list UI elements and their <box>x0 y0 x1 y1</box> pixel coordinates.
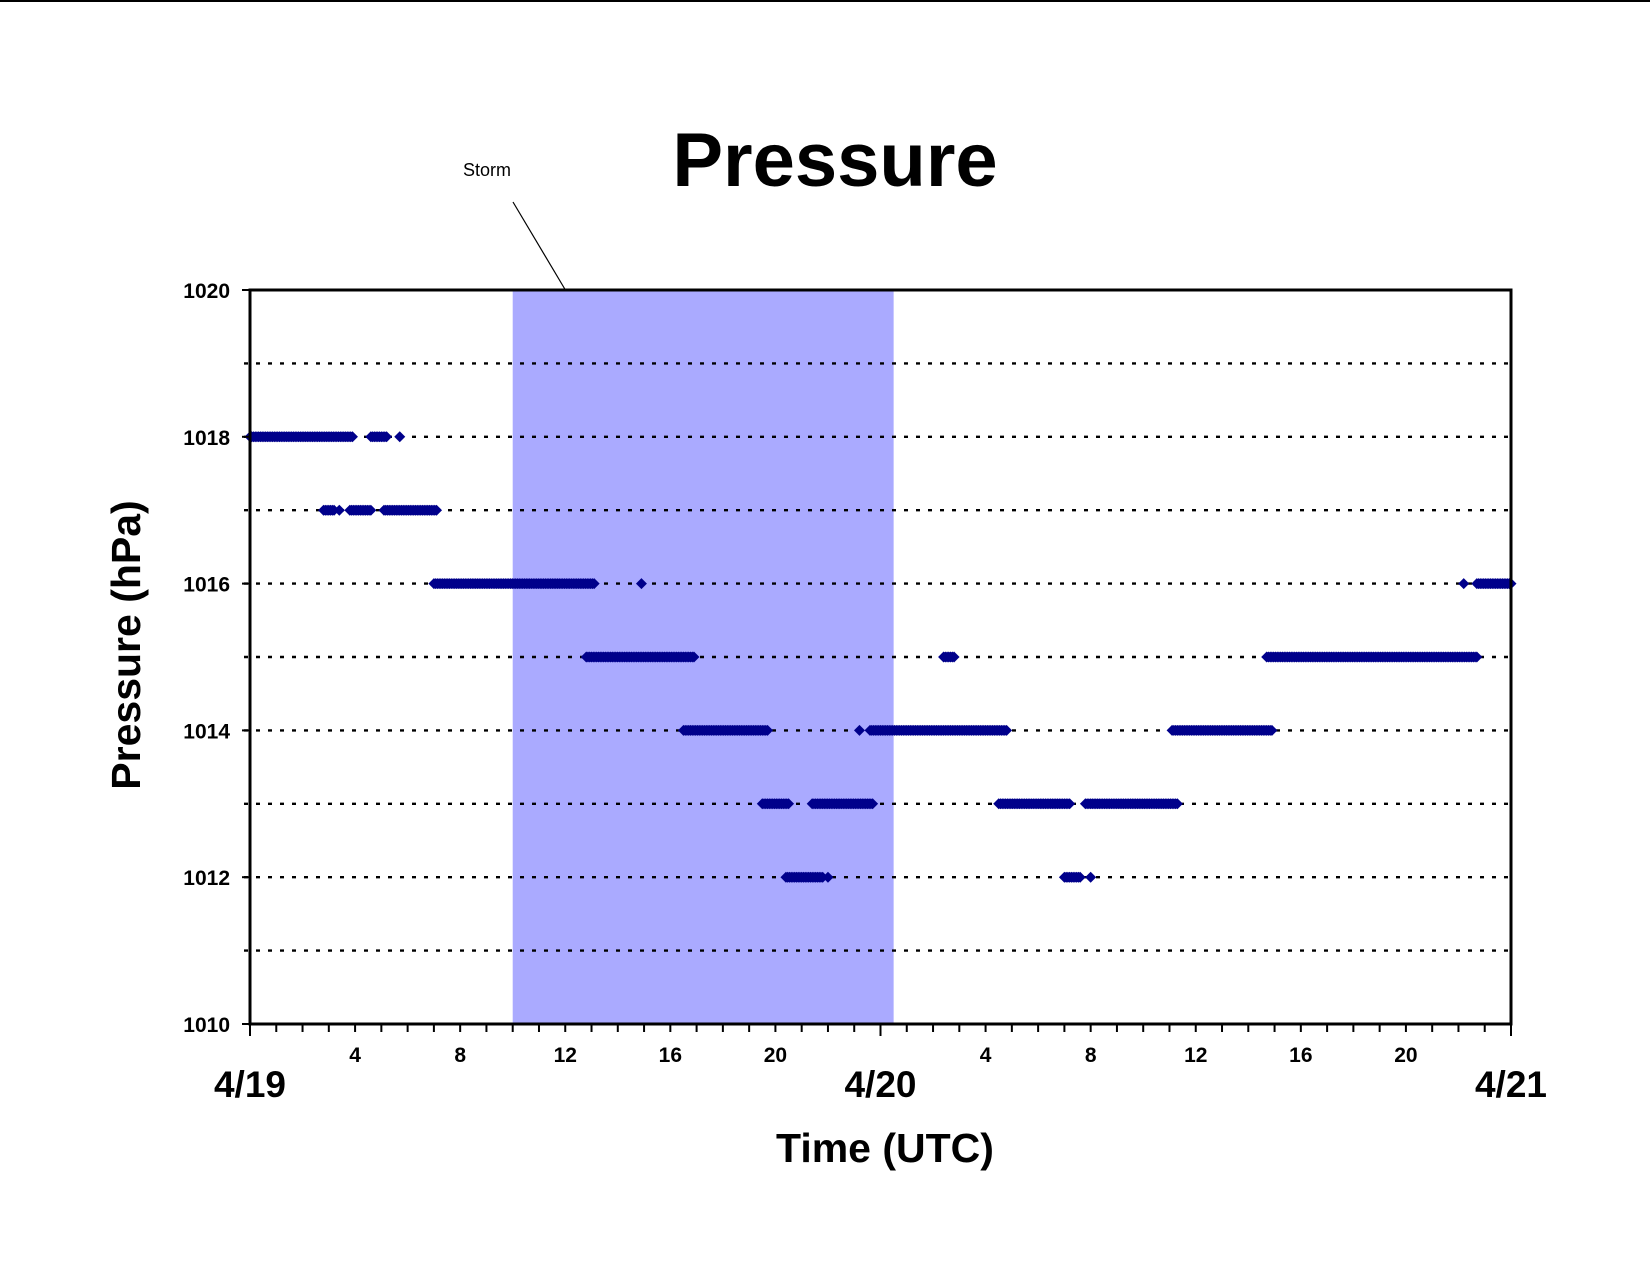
data-point <box>1001 724 1013 736</box>
data-segment <box>780 871 829 883</box>
data-point <box>688 651 700 663</box>
data-segment <box>1085 871 1097 883</box>
y-axis-label: Pressure (hPa) <box>103 500 149 789</box>
data-segment <box>1261 651 1483 663</box>
data-point <box>381 431 393 443</box>
data-segment <box>853 724 865 736</box>
data-segment <box>864 724 1013 736</box>
x-date-label: 4/19 <box>214 1064 286 1105</box>
data-point <box>1074 871 1086 883</box>
data-segment <box>993 798 1076 810</box>
x-tick-label: 20 <box>764 1044 787 1067</box>
data-segment <box>756 798 795 810</box>
data-segment <box>1079 798 1183 810</box>
y-tick-label: 1016 <box>183 574 230 597</box>
data-point <box>948 651 960 663</box>
data-point <box>1471 651 1483 663</box>
data-segment <box>1058 871 1086 883</box>
data-point <box>1266 724 1278 736</box>
x-date-label: 4/20 <box>844 1064 916 1105</box>
x-tick-label: 20 <box>1394 1044 1417 1067</box>
y-tick-label: 1010 <box>183 1014 230 1037</box>
data-point <box>783 798 795 810</box>
data-point <box>1458 578 1470 590</box>
x-tick-label: 8 <box>454 1044 466 1067</box>
data-segment <box>580 651 700 663</box>
data-point <box>822 871 834 883</box>
x-date-label: 4/21 <box>1475 1064 1547 1105</box>
data-segment <box>677 724 774 736</box>
data-point <box>1171 798 1183 810</box>
y-tick-label: 1020 <box>183 280 230 303</box>
data-segment <box>344 504 377 516</box>
data-segment <box>1458 578 1470 590</box>
data-segment <box>1166 724 1278 736</box>
data-segment <box>822 871 834 883</box>
data-point <box>867 798 879 810</box>
y-tick-label: 1012 <box>183 867 230 890</box>
x-tick-label: 12 <box>1184 1044 1207 1067</box>
data-point <box>762 724 774 736</box>
data-point <box>365 504 377 516</box>
x-axis-ticks: 4 8 12 16 20 4 8 12 16 20 4/19 4/20 4/21 <box>214 1024 1547 1105</box>
x-tick-label: 4 <box>349 1044 361 1067</box>
x-tick-label: 12 <box>554 1044 577 1067</box>
x-tick-label: 16 <box>1289 1044 1312 1067</box>
y-tick-label: 1018 <box>183 427 230 450</box>
data-point <box>635 578 647 590</box>
data-segment <box>635 578 647 590</box>
pressure-series <box>244 431 1517 883</box>
data-point <box>394 431 406 443</box>
x-tick-label: 8 <box>1085 1044 1097 1067</box>
x-tick-label: 16 <box>659 1044 682 1067</box>
data-point <box>588 578 600 590</box>
data-segment <box>394 431 406 443</box>
y-tick-label: 1014 <box>183 720 230 743</box>
data-segment <box>365 431 393 443</box>
data-segment <box>806 798 879 810</box>
data-segment <box>938 651 960 663</box>
data-segment <box>244 431 358 443</box>
x-axis-label: Time (UTC) <box>776 1125 994 1171</box>
data-point <box>853 724 865 736</box>
top-border-line <box>0 0 1650 2</box>
x-tick-label: 4 <box>980 1044 992 1067</box>
data-point <box>346 431 358 443</box>
storm-annotation-label: Storm <box>463 160 511 180</box>
storm-annotation-leader-line <box>512 201 567 292</box>
y-axis-ticks: 1010 1012 1014 1016 1018 1020 <box>183 280 250 1037</box>
data-point <box>1085 871 1097 883</box>
chart-title: Pressure <box>672 118 997 203</box>
data-segment <box>333 504 345 516</box>
data-point <box>431 504 443 516</box>
data-segment <box>378 504 443 516</box>
data-segment <box>428 578 600 590</box>
data-point <box>333 504 345 516</box>
data-point <box>1064 798 1076 810</box>
